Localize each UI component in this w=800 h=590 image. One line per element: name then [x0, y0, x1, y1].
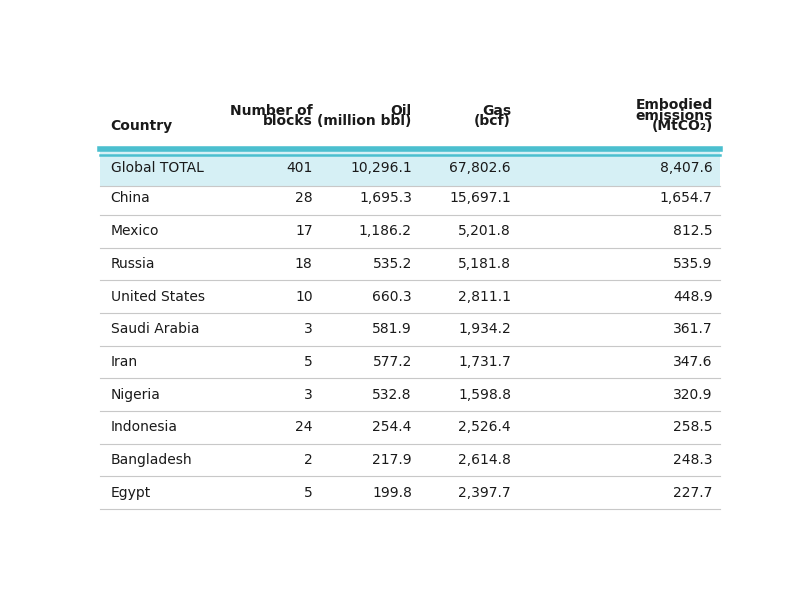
Text: 18: 18 [295, 257, 313, 271]
Text: Mexico: Mexico [110, 224, 159, 238]
Text: 5,181.8: 5,181.8 [458, 257, 511, 271]
Text: 217.9: 217.9 [372, 453, 412, 467]
Text: 8,407.6: 8,407.6 [660, 160, 713, 175]
Text: Country: Country [110, 119, 173, 133]
Text: 401: 401 [286, 160, 313, 175]
Text: 5: 5 [304, 486, 313, 500]
Text: 5,201.8: 5,201.8 [458, 224, 511, 238]
Text: blocks: blocks [263, 114, 313, 128]
Text: Embodied: Embodied [635, 99, 713, 112]
Text: Gas: Gas [482, 104, 511, 117]
Text: 2,614.8: 2,614.8 [458, 453, 511, 467]
Text: 347.6: 347.6 [673, 355, 713, 369]
Text: 320.9: 320.9 [673, 388, 713, 402]
Text: Nigeria: Nigeria [110, 388, 161, 402]
Text: 10,296.1: 10,296.1 [350, 160, 412, 175]
Text: 15,697.1: 15,697.1 [450, 192, 511, 205]
Text: Bangladesh: Bangladesh [110, 453, 192, 467]
Text: 258.5: 258.5 [673, 421, 713, 434]
Text: Number of: Number of [230, 104, 313, 117]
Text: Global TOTAL: Global TOTAL [110, 160, 203, 175]
Text: 3: 3 [304, 322, 313, 336]
Text: 361.7: 361.7 [673, 322, 713, 336]
Text: 2,397.7: 2,397.7 [458, 486, 511, 500]
Text: 248.3: 248.3 [673, 453, 713, 467]
Bar [100, 149, 720, 186]
Text: Indonesia: Indonesia [110, 421, 178, 434]
Text: 2: 2 [304, 453, 313, 467]
Text: 1,731.7: 1,731.7 [458, 355, 511, 369]
Text: 1,934.2: 1,934.2 [458, 322, 511, 336]
Text: 535.2: 535.2 [373, 257, 412, 271]
Text: 24: 24 [295, 421, 313, 434]
Text: Oil: Oil [390, 104, 412, 117]
Text: 1,598.8: 1,598.8 [458, 388, 511, 402]
Text: 2,526.4: 2,526.4 [458, 421, 511, 434]
Text: United States: United States [110, 290, 205, 304]
Text: 67,802.6: 67,802.6 [450, 160, 511, 175]
Text: Russia: Russia [110, 257, 155, 271]
Text: (bcf): (bcf) [474, 114, 511, 128]
Text: 3: 3 [304, 388, 313, 402]
Text: 5: 5 [304, 355, 313, 369]
Text: (million bbl): (million bbl) [318, 114, 412, 128]
Text: 254.4: 254.4 [373, 421, 412, 434]
Text: 577.2: 577.2 [373, 355, 412, 369]
Text: 28: 28 [295, 192, 313, 205]
Text: 199.8: 199.8 [372, 486, 412, 500]
Text: Egypt: Egypt [110, 486, 150, 500]
Text: (MtCO₂): (MtCO₂) [651, 119, 713, 133]
Text: 535.9: 535.9 [673, 257, 713, 271]
Text: 581.9: 581.9 [372, 322, 412, 336]
Text: 1,654.7: 1,654.7 [660, 192, 713, 205]
Text: 17: 17 [295, 224, 313, 238]
Text: 812.5: 812.5 [673, 224, 713, 238]
Text: 1,695.3: 1,695.3 [359, 192, 412, 205]
Text: China: China [110, 192, 150, 205]
Text: 1,186.2: 1,186.2 [359, 224, 412, 238]
Text: Saudi Arabia: Saudi Arabia [110, 322, 199, 336]
Text: 10: 10 [295, 290, 313, 304]
Text: 227.7: 227.7 [673, 486, 713, 500]
Text: 2,811.1: 2,811.1 [458, 290, 511, 304]
Text: Iran: Iran [110, 355, 138, 369]
Text: emissions: emissions [635, 109, 713, 123]
Text: 660.3: 660.3 [372, 290, 412, 304]
Text: 532.8: 532.8 [372, 388, 412, 402]
Text: 448.9: 448.9 [673, 290, 713, 304]
